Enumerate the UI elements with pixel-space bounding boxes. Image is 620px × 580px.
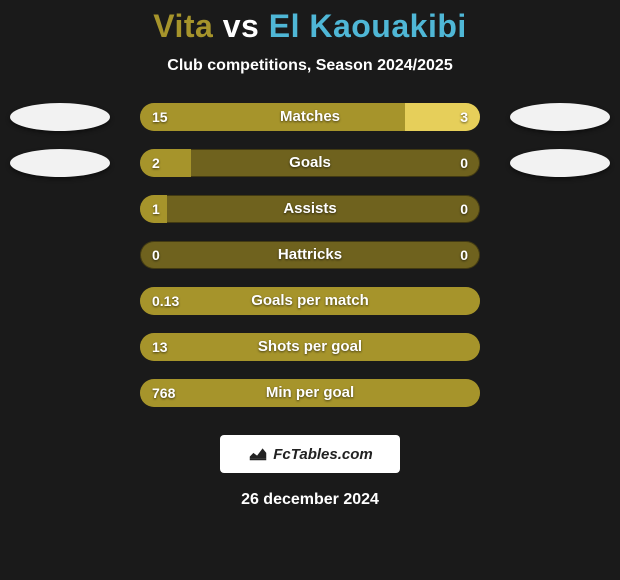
player1-name: Vita — [153, 8, 213, 44]
bar-track — [140, 149, 480, 177]
stat-row: Goals per match0.13 — [0, 287, 620, 315]
bar-left-fill — [140, 149, 191, 177]
player1-oval — [10, 103, 110, 131]
player2-name: El Kaouakibi — [269, 8, 467, 44]
bar-left-fill — [140, 333, 480, 361]
bar-track — [140, 333, 480, 361]
stat-row: Goals20 — [0, 149, 620, 177]
bar-track — [140, 195, 480, 223]
player1-oval — [10, 149, 110, 177]
badge-text: FcTables.com — [273, 446, 372, 463]
stat-row: Assists10 — [0, 195, 620, 223]
bar-track — [140, 379, 480, 407]
bar-track — [140, 103, 480, 131]
subtitle: Club competitions, Season 2024/2025 — [0, 57, 620, 75]
bar-track — [140, 287, 480, 315]
bar-left-fill — [140, 195, 167, 223]
stats-container: Matches153 Goals20 Assists10 Hattricks00 Goa… — [0, 103, 620, 407]
bar-track — [140, 241, 480, 269]
player2-oval — [510, 103, 610, 131]
fctables-badge[interactable]: FcTables.com — [220, 435, 400, 473]
vs-separator: vs — [213, 8, 268, 44]
bar-right-fill — [405, 103, 480, 131]
bar-left-fill — [140, 103, 405, 131]
page-title: Vita vs El Kaouakibi — [0, 0, 620, 45]
stat-row: Min per goal768 — [0, 379, 620, 407]
chart-icon — [247, 441, 269, 468]
stat-row: Matches153 — [0, 103, 620, 131]
bar-left-fill — [140, 287, 480, 315]
date-label: 26 december 2024 — [0, 491, 620, 509]
stat-row: Shots per goal13 — [0, 333, 620, 361]
player2-oval — [510, 149, 610, 177]
bar-left-fill — [140, 379, 480, 407]
stat-row: Hattricks00 — [0, 241, 620, 269]
